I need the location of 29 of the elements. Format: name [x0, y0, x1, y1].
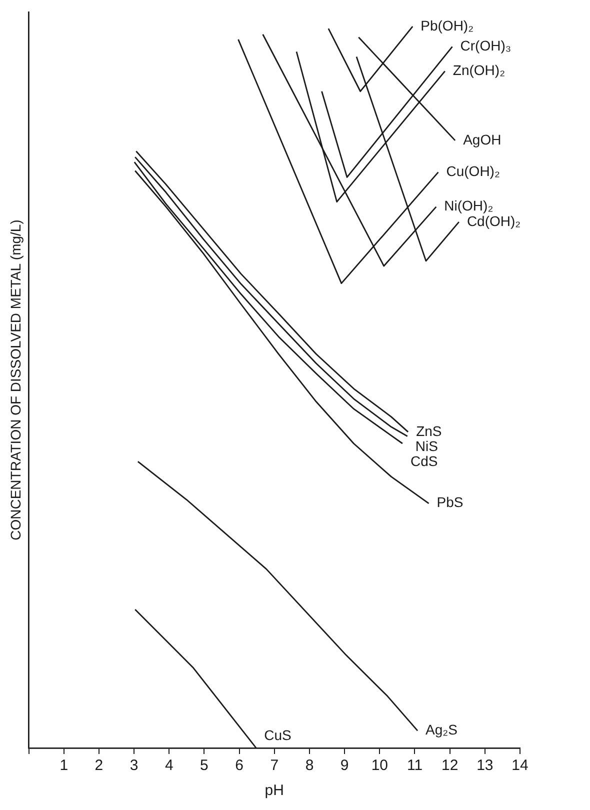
series-label: Ni(OH)₂	[444, 198, 494, 214]
x-tick-label: 4	[164, 757, 174, 774]
series-label: Cu(OH)₂	[446, 163, 500, 180]
series-label: PbS	[436, 494, 464, 510]
x-tick-label: 5	[200, 757, 208, 774]
y-axis-title: CONCENTRATION OF DISSOLVED METAL (mg/L)	[7, 220, 24, 540]
x-tick-label: 10	[371, 757, 388, 774]
series-label: NiS	[415, 438, 438, 454]
x-tick-label: 1	[60, 757, 68, 774]
x-axis-title: pH	[264, 782, 284, 800]
x-tick-label: 3	[130, 757, 138, 774]
series-label: Zn(OH)₂	[452, 62, 506, 78]
series-label: CdS	[410, 452, 438, 469]
x-tick-label: 2	[94, 757, 104, 774]
series-label: Pb(OH)₂	[420, 17, 474, 34]
x-tick-label: 6	[235, 757, 244, 774]
x-tick-label: 11	[406, 757, 423, 774]
series-label: Cd(OH)₂	[466, 212, 521, 229]
series-label: ZnS	[416, 422, 442, 439]
series-label: AgOH	[463, 131, 502, 148]
x-tick-label: 9	[340, 757, 349, 774]
series-label: CuS	[264, 726, 292, 743]
series-label: Ag₂S	[426, 722, 458, 738]
series-label: Cr(OH)₃	[460, 37, 512, 54]
x-tick-label: 14	[512, 757, 528, 774]
x-tick-label: 12	[441, 757, 458, 774]
x-tick-label: 13	[476, 757, 494, 774]
x-tick-label: 8	[305, 757, 314, 774]
x-tick-label: 7	[270, 757, 279, 774]
